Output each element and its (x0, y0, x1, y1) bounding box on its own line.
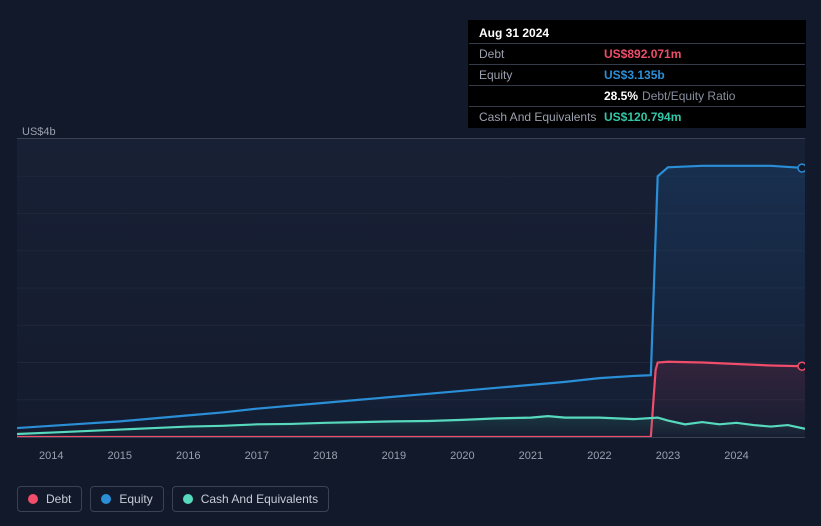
x-tick: 2017 (245, 450, 269, 462)
x-tick: 2024 (724, 450, 748, 462)
legend-label: Equity (119, 492, 152, 506)
legend-label: Debt (46, 492, 71, 506)
x-tick: 2022 (587, 450, 611, 462)
chart-plot[interactable] (17, 138, 805, 438)
chart-tooltip: Aug 31 2024 Debt US$892.071m Equity US$3… (468, 20, 806, 128)
tooltip-ratio-label: Debt/Equity Ratio (642, 89, 735, 103)
legend-item-equity[interactable]: Equity (90, 486, 163, 512)
legend-item-cash[interactable]: Cash And Equivalents (172, 486, 329, 512)
tooltip-row-debt: Debt US$892.071m (469, 44, 805, 65)
circle-icon (183, 494, 193, 504)
chart-legend: Debt Equity Cash And Equivalents (17, 486, 329, 512)
x-tick: 2015 (108, 450, 132, 462)
x-tick: 2023 (656, 450, 680, 462)
y-axis-label-top: US$4b (22, 126, 56, 138)
tooltip-date: Aug 31 2024 (469, 21, 805, 44)
tooltip-equity-label: Equity (479, 68, 604, 82)
x-axis: 2014 2015 2016 2017 2018 2019 2020 2021 2022 2023… (17, 450, 805, 470)
legend-item-debt[interactable]: Debt (17, 486, 82, 512)
tooltip-equity-value: US$3.135b (604, 68, 665, 82)
x-tick: 2016 (176, 450, 200, 462)
x-tick: 2018 (313, 450, 337, 462)
tooltip-row-ratio: 28.5% Debt/Equity Ratio (469, 86, 805, 107)
legend-label: Cash And Equivalents (201, 492, 318, 506)
x-tick: 2014 (39, 450, 63, 462)
tooltip-debt-value: US$892.071m (604, 47, 681, 61)
tooltip-debt-label: Debt (479, 47, 604, 61)
tooltip-ratio-value: 28.5% (604, 89, 638, 103)
tooltip-row-equity: Equity US$3.135b (469, 65, 805, 86)
tooltip-cash-label: Cash And Equivalents (479, 110, 604, 124)
x-tick: 2020 (450, 450, 474, 462)
x-tick: 2019 (382, 450, 406, 462)
tooltip-cash-value: US$120.794m (604, 110, 681, 124)
circle-icon (28, 494, 38, 504)
x-tick: 2021 (519, 450, 543, 462)
circle-icon (101, 494, 111, 504)
tooltip-row-cash: Cash And Equivalents US$120.794m (469, 107, 805, 127)
chart-container: US$4b US$0 20142015201620172018201920202… (0, 120, 821, 470)
